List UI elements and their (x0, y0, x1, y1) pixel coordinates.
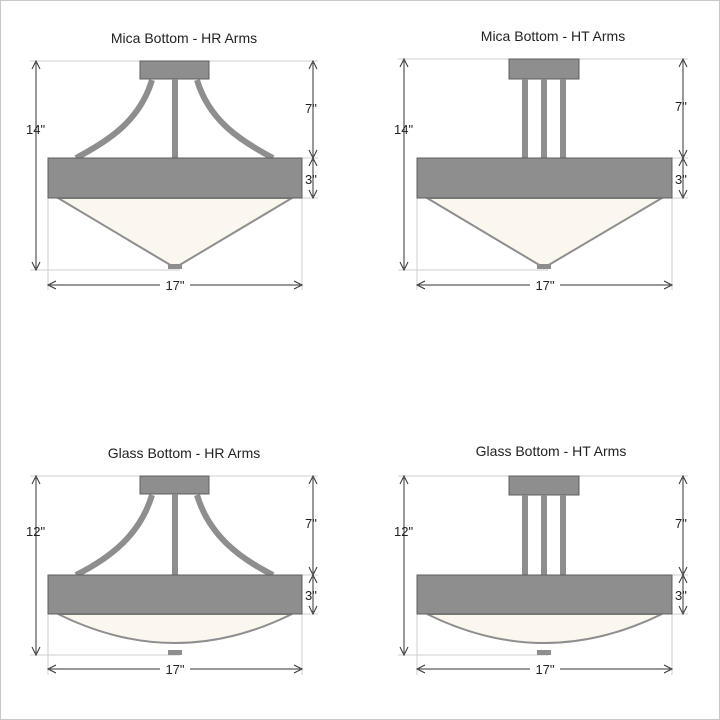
dimension-width: 17" (46, 277, 304, 293)
dimension-band-height: 3" (675, 573, 688, 616)
panel-mica-ht: Mica Bottom - HT Arms 14" (394, 28, 688, 293)
dimension-arm-height: 7" (675, 57, 688, 160)
straight-arm-left (522, 79, 528, 159)
center-stem (172, 494, 178, 576)
straight-arm-right (560, 79, 566, 159)
straight-arm-left (522, 495, 528, 576)
overall-height-label: 12" (26, 524, 45, 539)
right-curved-arm (194, 494, 275, 578)
width-label: 17" (535, 278, 554, 293)
panel-title: Glass Bottom - HR Arms (108, 445, 260, 461)
arm-height-label: 7" (675, 516, 687, 531)
metal-band (47, 157, 303, 199)
dimension-overall-height: 12" (394, 474, 413, 657)
dimension-width: 17" (46, 661, 304, 677)
finial (537, 264, 551, 269)
panel-title: Mica Bottom - HR Arms (111, 30, 257, 46)
panel-title: Glass Bottom - HT Arms (476, 443, 627, 459)
canopy (508, 58, 580, 80)
left-curved-arm (74, 494, 155, 578)
center-stem (172, 79, 178, 159)
glass-bowl (426, 613, 663, 644)
canopy (139, 60, 210, 80)
fixture-glass-hr-arms (47, 475, 303, 655)
band-height-label: 3" (675, 588, 687, 603)
straight-arm-center (541, 79, 547, 159)
overall-height-label: 14" (26, 122, 45, 137)
straight-arm-right (560, 495, 566, 576)
dimension-band-height: 3" (675, 156, 688, 200)
left-curved-arm (74, 79, 155, 161)
dimension-width: 17" (415, 277, 674, 293)
width-label: 17" (165, 662, 184, 677)
width-label: 17" (535, 662, 554, 677)
metal-band (47, 574, 303, 615)
dimension-arm-height: 7" (305, 474, 318, 577)
metal-band (416, 157, 673, 199)
canopy (508, 475, 580, 496)
overall-height-label: 14" (394, 122, 413, 137)
panel-glass-ht: Glass Bottom - HT Arms 12" (394, 443, 688, 677)
fixture-glass-ht-arms (416, 475, 673, 655)
arm-height-label: 7" (675, 99, 687, 114)
dimension-arm-height: 7" (305, 59, 318, 160)
dimension-band-height: 3" (305, 156, 318, 200)
dimension-overall-height: 14" (26, 59, 45, 272)
dimension-band-height: 3" (305, 573, 318, 616)
overall-height-label: 12" (394, 524, 413, 539)
arm-height-label: 7" (305, 101, 317, 116)
glass-bowl (57, 613, 293, 644)
finial (168, 650, 182, 655)
finial (537, 650, 551, 655)
band-height-label: 3" (305, 588, 317, 603)
panel-title: Mica Bottom - HT Arms (481, 28, 625, 44)
canopy (139, 475, 210, 495)
dimension-overall-height: 12" (26, 474, 45, 657)
fixture-mica-ht-arms (416, 58, 673, 269)
metal-band (416, 574, 673, 615)
finial (168, 264, 182, 269)
dimension-overall-height: 14" (394, 57, 413, 272)
band-height-label: 3" (305, 172, 317, 187)
width-label: 17" (165, 278, 184, 293)
panel-glass-hr: Glass Bottom - HR Arms 12" (26, 445, 318, 677)
panel-mica-hr: Mica Bottom - HR Arms 14" (26, 30, 318, 293)
straight-arm-center (541, 495, 547, 576)
band-height-label: 3" (675, 172, 687, 187)
right-curved-arm (194, 79, 275, 161)
arm-height-label: 7" (305, 516, 317, 531)
fixture-mica-hr-arms (47, 60, 303, 269)
dimension-width: 17" (415, 661, 674, 677)
